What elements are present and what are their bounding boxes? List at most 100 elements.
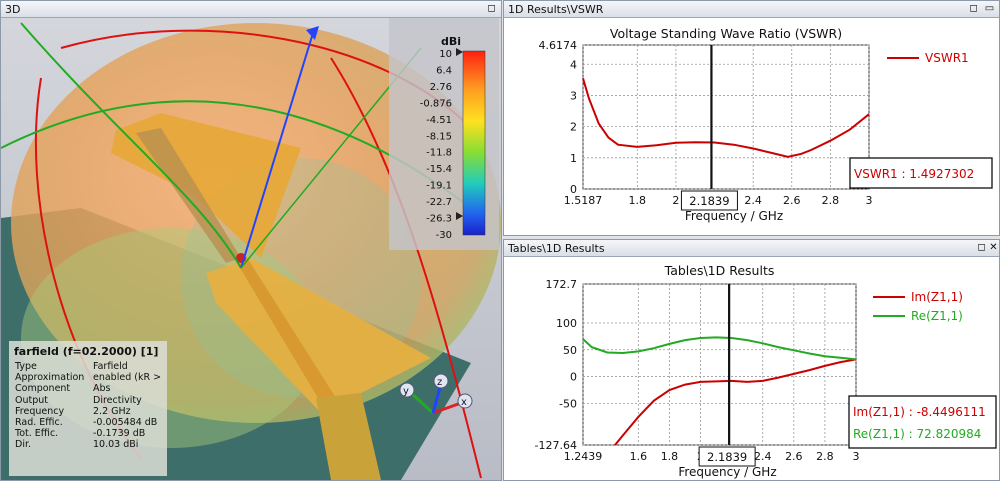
legend-label: Im(Z1,1): [911, 290, 963, 304]
farfield-info-value: enabled (kR >: [93, 372, 162, 384]
chart-title: Tables\1D Results: [664, 263, 775, 278]
colorbar-tick-label: -30: [436, 230, 452, 241]
impedance-chart[interactable]: Tables\1D Results1.24391.61.822.42.62.83…: [504, 257, 999, 480]
triad-x-label: x: [461, 397, 467, 408]
farfield-info-row: Frequency 2.2 GHz: [9, 406, 167, 417]
x-tick-label: 1.2439: [564, 450, 603, 463]
legend-label: Re(Z1,1): [911, 309, 963, 323]
restore-icon[interactable]: ▭: [984, 3, 995, 14]
farfield-info-key: Tot. Effic.: [15, 428, 59, 440]
x-tick-label: 2.8: [816, 450, 834, 463]
view-3d-panel[interactable]: 3D ◻: [0, 0, 502, 481]
x-axis-label: Frequency / GHz: [685, 209, 783, 223]
colorbar-tick-label: 2.76: [430, 82, 452, 93]
series-line: [614, 358, 857, 446]
x-tick-label: 1.6: [630, 450, 648, 463]
farfield-info-row: Tot. Effic. -0.1739 dB: [9, 428, 167, 439]
colorbar-tick-label: -26.3: [426, 214, 452, 225]
x-axis-label: Frequency / GHz: [678, 465, 776, 479]
farfield-info-title: farfield (f=02.2000) [1]: [14, 345, 159, 358]
farfield-info-value: 2.2 GHz: [93, 405, 131, 417]
y-tick-label: -50: [559, 397, 577, 410]
x-tick-label: 1.5187: [564, 194, 603, 207]
y-tick-label: 0: [570, 183, 577, 196]
colorbar-tick-label: -11.8: [426, 148, 452, 159]
farfield-3d-view[interactable]: y z x dBi 106.42.76-0.87: [1, 18, 501, 480]
y-tick-label: 172.7: [546, 278, 578, 291]
farfield-info-key: Output: [15, 394, 48, 406]
colorbar-min-marker-icon: [456, 212, 463, 220]
x-tick-label: 2.4: [744, 194, 762, 207]
colorbar-tick-label: -0.876: [420, 98, 452, 109]
chart-title: Voltage Standing Wave Ratio (VSWR): [610, 26, 842, 41]
view-3d-title: 3D: [5, 3, 21, 16]
farfield-info-row: Component Abs: [9, 383, 167, 394]
series-line: [582, 336, 857, 361]
plot-area: [582, 283, 857, 446]
farfield-info-value: Abs: [93, 383, 111, 395]
farfield-info-key: Approximation: [15, 372, 85, 384]
y-tick-label: 100: [556, 317, 577, 330]
farfield-info-value: -0.005484 dB: [93, 416, 158, 428]
farfield-info-value: Farfield: [93, 361, 128, 372]
farfield-info-key: Rad. Effic.: [15, 416, 63, 428]
triad-z-label: z: [437, 377, 442, 388]
vswr-titlebar: 1D Results\VSWR ◻ ▭: [504, 1, 999, 18]
y-tick-label: 3: [570, 89, 577, 102]
colorbar-tick-label: 10: [439, 49, 452, 60]
farfield-info-key: Frequency: [15, 405, 65, 417]
farfield-info-row: Type Farfield: [9, 361, 167, 372]
colorbar-tick-label: -19.1: [426, 181, 452, 192]
farfield-info-row: Output Directivity: [9, 395, 167, 406]
colorbar-unit: dBi: [441, 35, 461, 48]
x-tick-label: 2.8: [822, 194, 840, 207]
farfield-info-row: Dir. 10.03 dBi: [9, 439, 167, 450]
x-tick-label: 2: [672, 194, 679, 207]
antenna-side-wall: [316, 393, 381, 480]
x-tick-label: 1.8: [661, 450, 679, 463]
legend-label: VSWR1: [925, 51, 969, 65]
farfield-info-key: Dir.: [15, 439, 32, 451]
y-tick-label: -127.64: [535, 439, 577, 452]
colorbar-max-marker-icon: [456, 48, 463, 56]
x-tick-label: 3: [853, 450, 860, 463]
series-line: [582, 78, 870, 158]
vswr-panel[interactable]: 1D Results\VSWR ◻ ▭ Voltage Standing Wav…: [503, 0, 1000, 236]
y-tick-label: 0: [570, 371, 577, 384]
y-tick-label: 4.6174: [539, 39, 578, 52]
x-tick-label: 2.4: [754, 450, 772, 463]
z-axis-line: [240, 32, 314, 269]
readout-box: [849, 157, 993, 189]
x-tick-label: 3: [866, 194, 873, 207]
tables-panel[interactable]: Tables\1D Results ◻ ✕ Tables\1D Results 1…: [503, 239, 1000, 481]
orientation-triad[interactable]: y z x: [399, 373, 473, 415]
marker-label: 2.1839: [707, 450, 747, 464]
farfield-info-row: Rad. Effic. -0.005484 dB: [9, 417, 167, 428]
vswr-chart[interactable]: Voltage Standing Wave Ratio (VSWR) 1.5187…: [504, 18, 999, 235]
y-tick-label: 2: [570, 121, 577, 134]
close-icon[interactable]: ✕: [989, 242, 998, 253]
marker-label: 2.1839: [689, 194, 729, 208]
antenna-feed-line: [231, 253, 336, 403]
view-3d-titlebar: 3D ◻: [1, 1, 501, 18]
marker-label-box: [680, 190, 738, 211]
maximize-icon[interactable]: ◻: [487, 3, 496, 14]
colorbar-tick-label: -22.7: [426, 197, 452, 208]
colorbar: dBi 10 6.4 2.76 -0.876 -4.51 -8.15 -11.8 -15.4 -…: [389, 18, 499, 250]
equator-arc-green: [20, 22, 242, 269]
y-tick-label: 50: [563, 344, 577, 357]
farfield-info-key: Component: [15, 383, 71, 395]
farfield-info-key: Type: [15, 361, 37, 372]
x-tick-label: 2.6: [785, 450, 803, 463]
plot-area: [582, 44, 870, 190]
colorbar-tick-label: -4.51: [426, 115, 452, 126]
maximize-icon[interactable]: ◻: [969, 3, 978, 14]
y-tick-label: 1: [570, 152, 577, 165]
colorbar-scale: [462, 50, 486, 236]
marker-label-box: [698, 446, 756, 467]
tables-titlebar: Tables\1D Results ◻ ✕: [504, 240, 999, 257]
x-tick-label: 1.8: [629, 194, 647, 207]
readout-value: Re(Z1,1) : 72.820984: [853, 427, 981, 441]
maximize-icon[interactable]: ◻: [977, 242, 986, 253]
vswr-panel-title: 1D Results\VSWR: [508, 3, 604, 16]
